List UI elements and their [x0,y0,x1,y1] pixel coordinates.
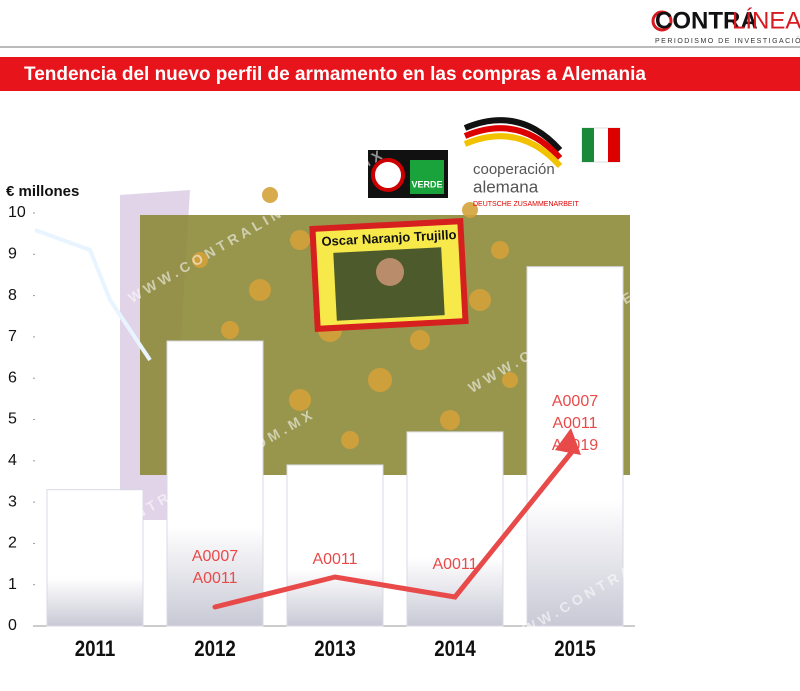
bar [46,489,144,627]
trend-arrowhead [555,428,581,455]
portrait-face [376,258,404,286]
bar [286,464,384,627]
y-tick-label: 0 [8,617,17,634]
x-tick-label: 2015 [554,637,596,661]
y-tick-label: 5 [8,411,17,428]
flag-mx-green [582,128,594,162]
annotation-code: A0011 [192,570,237,587]
y-tick-label: 9 [8,246,17,263]
y-tick-label: 2 [8,535,17,552]
party-logo-2 [410,160,444,194]
logo-a: CONTRA [655,7,758,34]
y-tick-label: 10 [8,204,26,221]
y-tick-label: 7 [8,328,17,345]
party-logo-1 [371,158,405,192]
y-tick-label: 6 [8,369,17,386]
logo-ring [651,10,673,32]
coop-word-3: DEUTSCHE ZUSAMMENARBEIT [473,201,580,208]
party-name: VERDE [411,179,442,189]
annotation-code: A0007 [552,393,598,410]
chart-title: Tendencia del nuevo perfil de armamento … [24,64,646,85]
annotation-code: A0019 [552,437,598,454]
flag-de-gold [463,133,563,169]
flag-mx-red [608,128,620,162]
flag-de-red [463,125,563,161]
x-tick-label: 2013 [314,637,356,661]
x-tick-label: 2014 [434,637,476,661]
trend-arrow [212,445,578,610]
coop-word-2: alemana [473,177,539,196]
y-tick-label: 1 [8,576,17,593]
portrait-caption: Oscar Naranjo Trujillo [321,227,457,249]
x-tick-label: 2012 [194,637,236,661]
logo-tagline: PERIODISMO DE INVESTIGACIÓN [655,36,800,45]
y-tick-label: 8 [8,287,17,304]
logo-b: LÍNEA [732,7,800,34]
y-tick-label: 4 [8,452,17,469]
title-band [0,57,800,91]
flag-de-black [463,117,563,153]
annotation-code: A0011 [432,556,477,573]
bar [166,340,264,627]
annotation-code: A0011 [552,415,597,432]
coop-word-1: cooperación [473,161,555,178]
y-tick-label: 3 [8,493,17,510]
annotation-code: A0007 [192,548,238,565]
y-axis-label: € millones [6,183,79,200]
annotation-code: A0011 [312,551,357,568]
x-tick-label: 2011 [75,637,116,661]
